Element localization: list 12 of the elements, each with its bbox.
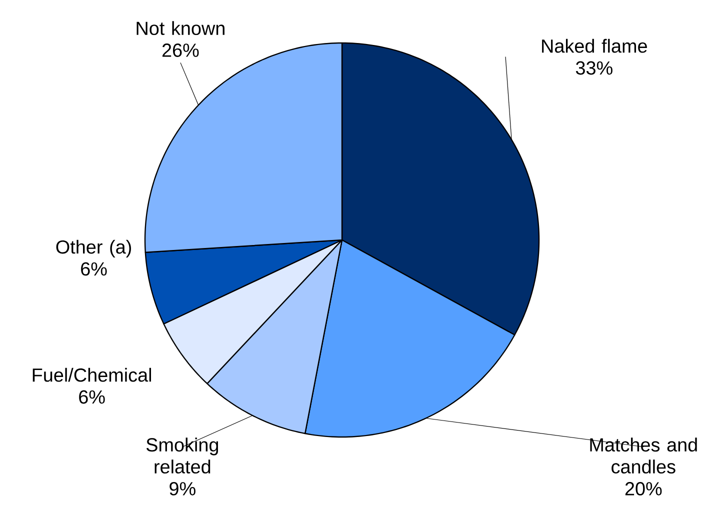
slice-label: Naked flame [542,38,647,53]
data-label: 20% [625,482,662,496]
slice-label: Smoking related [146,438,218,474]
slice-label: Other (a) [56,240,131,258]
data-label: 6% [81,262,107,276]
slice-label: Fuel/Chemical [32,368,152,382]
slice-label: Not known [136,21,224,36]
data-label: 33% [576,61,612,75]
data-label: 26% [162,44,199,57]
data-label: 9% [170,482,196,496]
data-label: 6% [79,390,105,404]
slice-label: Matches and candles [590,438,697,474]
